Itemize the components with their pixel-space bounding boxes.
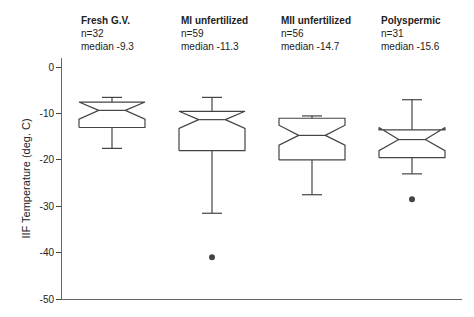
svg-text:-30: -30 (40, 201, 55, 212)
svg-text:-50: -50 (40, 294, 55, 305)
svg-text:IIF Temperature (deg. C): IIF Temperature (deg. C) (20, 118, 32, 238)
svg-text:MII unfertilizedn=56median -14: MII unfertilizedn=56median -14.7 (281, 15, 351, 52)
svg-text:MI unfertilizedn=59median -11.: MI unfertilizedn=59median -11.3 (181, 15, 248, 52)
svg-text:Fresh G.V.n=32median -9.3: Fresh G.V.n=32median -9.3 (81, 15, 134, 52)
svg-text:-40: -40 (40, 247, 55, 258)
svg-text:Polyspermicn=31median -15.6: Polyspermicn=31median -15.6 (381, 15, 441, 52)
svg-text:-10: -10 (40, 108, 55, 119)
svg-text:0: 0 (48, 62, 54, 73)
svg-text:-20: -20 (40, 154, 55, 165)
